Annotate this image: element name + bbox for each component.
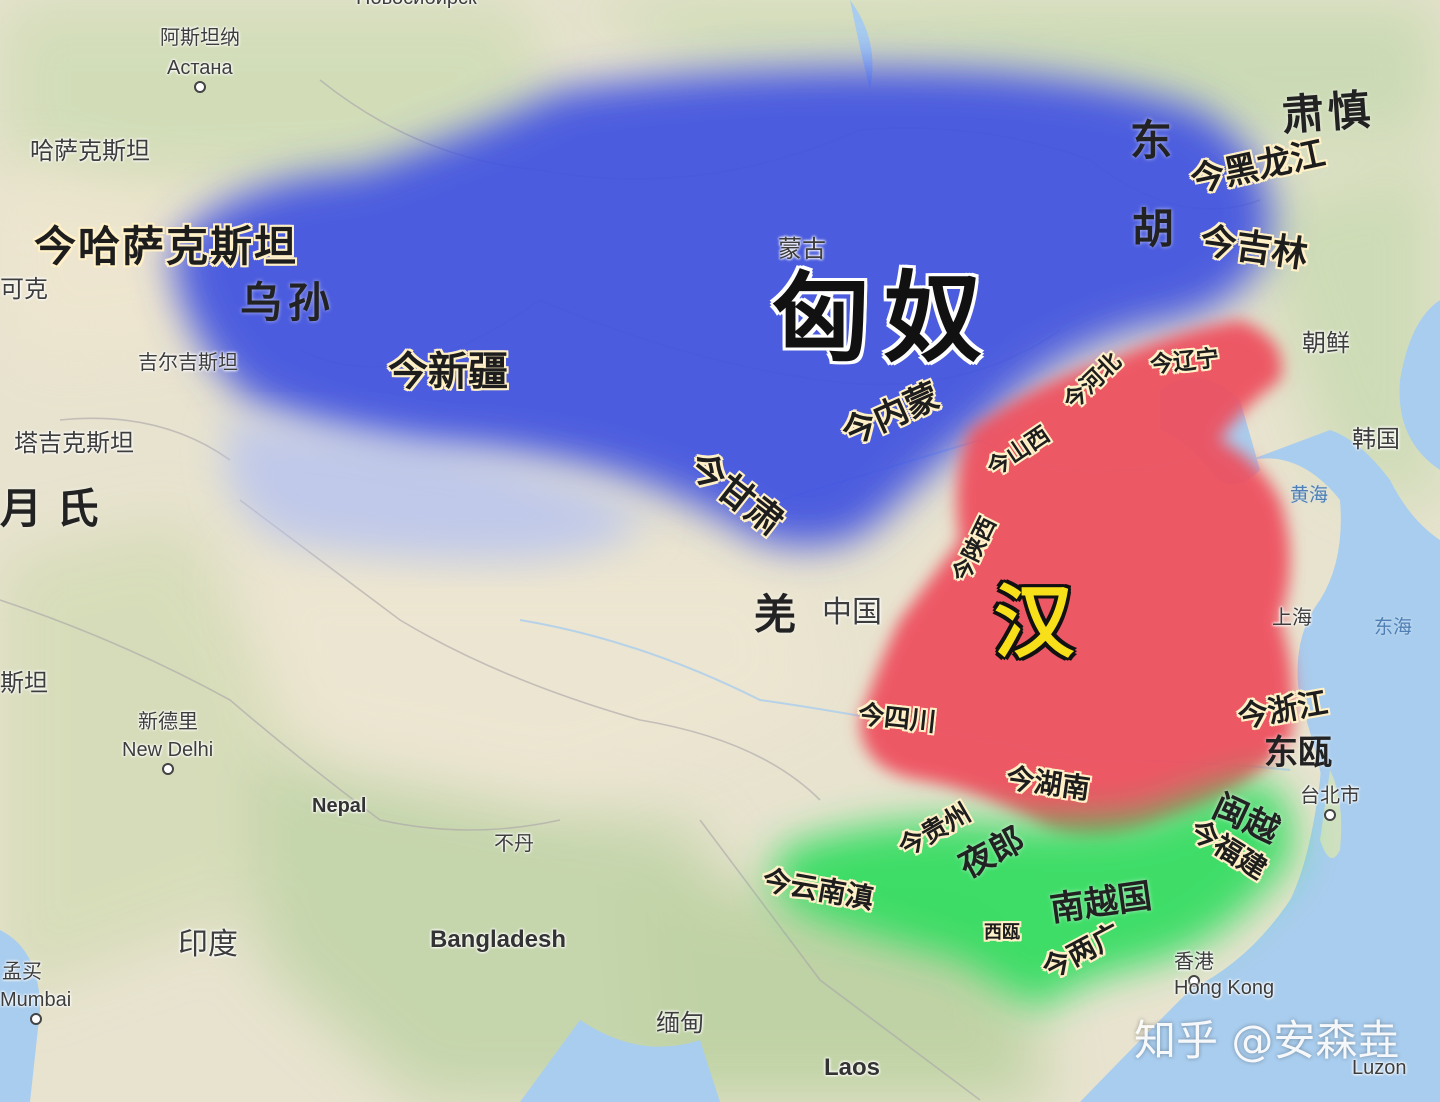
polity-donghu-1: 东 [1130,116,1173,165]
polity-xiongnu: 匈奴 [772,261,997,376]
label-laos: Laos [824,1054,881,1081]
label-south-korea: 韩国 [1352,426,1400,453]
polity-han: 汉 [994,575,1074,669]
label-kyrgyzstan: 吉尔吉斯坦 [138,352,238,374]
label-hongkong-en: Hong Kong [1174,977,1275,999]
label-nur-sultan-ru: Астана [167,58,233,93]
southern-territory [775,780,1292,1010]
polity-xiou: 西瓯 [984,922,1020,943]
region-kazakhstan: 今哈萨克斯坦 [34,222,299,271]
polity-qiang: 羌 [754,590,797,639]
polity-dongou: 东瓯 [1264,733,1332,773]
label-east-sea: 东海 [1374,617,1413,638]
label-pakistan-cut: 斯坦 [0,670,48,697]
label-taipei: 台北市 [1300,786,1360,821]
label-china: 中国 [822,596,882,629]
label-hongkong-cn: 香港 [1174,952,1214,987]
label-india: 印度 [178,928,238,961]
label-kazakhstan: 哈萨克斯坦 [30,138,150,165]
label-myanmar: 缅甸 [656,1010,704,1037]
region-liaoning: 今辽宁 [1148,344,1221,379]
label-mongolia: 蒙古 [778,236,826,263]
han-territory [860,320,1294,838]
label-new-delhi-cn: 新德里 [138,711,198,733]
wusun-light-zone [225,420,651,560]
label-bhutan: 不丹 [494,833,534,855]
label-yellow-sea: 黄海 [1290,485,1329,506]
label-mumbai-cn: 孟买 [2,961,42,983]
label-north-korea: 朝鲜 [1302,330,1350,357]
polity-yuezhi: 月 氏 [0,484,99,533]
label-kazakhstan-cut: 可克 [0,276,48,303]
label-bangladesh: Bangladesh [430,926,567,953]
region-xinjiang: 今新疆 [388,348,508,395]
label-novosibirsk: Новосибирск [356,0,477,8]
label-new-delhi-en: New Delhi [122,740,213,775]
label-luzon: Luzon [1352,1057,1407,1079]
region-sichuan: 今四川 [856,700,938,738]
xiongnu-territory [170,67,1272,547]
label-shanghai: 上海 [1272,607,1312,629]
watermark: 知乎 @安森垚 [1134,1016,1400,1065]
label-nur-sultan-cn: 阿斯坦纳 [160,27,240,49]
label-tajikistan: 塔吉克斯坦 [14,430,134,457]
polity-donghu-2: 胡 [1132,204,1175,253]
polity-sushen: 肃慎 [1280,84,1376,141]
polity-wusun: 乌孙 [240,278,337,327]
label-nepal: Nepal [312,795,367,817]
label-mumbai-en: Mumbai [0,990,71,1025]
